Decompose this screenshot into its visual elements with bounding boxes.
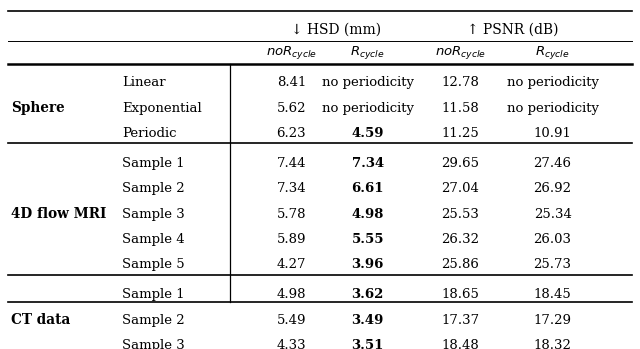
Text: 3.51: 3.51 [351,339,384,349]
Text: Sample 1: Sample 1 [122,157,185,170]
Text: 7.34: 7.34 [276,182,306,195]
Text: 25.86: 25.86 [441,259,479,272]
Text: CT data: CT data [11,313,70,327]
Text: Sample 1: Sample 1 [122,288,185,302]
Text: 4.98: 4.98 [351,208,384,221]
Text: 17.37: 17.37 [441,314,479,327]
Text: no periodicity: no periodicity [322,76,414,89]
Text: Sample 2: Sample 2 [122,314,185,327]
Text: $R_{cycle}$: $R_{cycle}$ [535,44,570,61]
Text: 4.59: 4.59 [351,127,384,140]
Text: 18.65: 18.65 [441,288,479,302]
Text: 26.92: 26.92 [534,182,572,195]
Text: Sample 4: Sample 4 [122,233,185,246]
Text: 4.98: 4.98 [276,288,306,302]
Text: Sample 2: Sample 2 [122,182,185,195]
Text: Sample 5: Sample 5 [122,259,185,272]
Text: Exponential: Exponential [122,102,202,114]
Text: Periodic: Periodic [122,127,177,140]
Text: 29.65: 29.65 [441,157,479,170]
Text: 3.96: 3.96 [351,259,384,272]
Text: $noR_{cycle}$: $noR_{cycle}$ [266,44,317,61]
Text: 18.48: 18.48 [442,339,479,349]
Text: 5.49: 5.49 [276,314,306,327]
Text: 18.32: 18.32 [534,339,572,349]
Text: 25.53: 25.53 [441,208,479,221]
Text: 5.55: 5.55 [351,233,384,246]
Text: 26.32: 26.32 [441,233,479,246]
Text: ↑ PSNR (dB): ↑ PSNR (dB) [467,23,559,37]
Text: ↓ HSD (mm): ↓ HSD (mm) [291,23,381,37]
Text: 7.44: 7.44 [276,157,306,170]
Text: 12.78: 12.78 [441,76,479,89]
Text: 3.49: 3.49 [351,314,384,327]
Text: 5.62: 5.62 [276,102,306,114]
Text: 10.91: 10.91 [534,127,572,140]
Text: 27.46: 27.46 [534,157,572,170]
Text: 11.58: 11.58 [442,102,479,114]
Text: 11.25: 11.25 [442,127,479,140]
Text: $R_{cycle}$: $R_{cycle}$ [351,44,385,61]
Text: Sample 3: Sample 3 [122,208,185,221]
Text: 4.27: 4.27 [276,259,306,272]
Text: 18.45: 18.45 [534,288,572,302]
Text: 3.62: 3.62 [351,288,384,302]
Text: 4D flow MRI: 4D flow MRI [11,207,106,221]
Text: 6.61: 6.61 [351,182,384,195]
Text: 8.41: 8.41 [276,76,306,89]
Text: 25.34: 25.34 [534,208,572,221]
Text: no periodicity: no periodicity [322,102,414,114]
Text: 5.89: 5.89 [276,233,306,246]
Text: no periodicity: no periodicity [507,102,598,114]
Text: 4.33: 4.33 [276,339,306,349]
Text: 5.78: 5.78 [276,208,306,221]
Text: 17.29: 17.29 [534,314,572,327]
Text: Linear: Linear [122,76,166,89]
Text: Sample 3: Sample 3 [122,339,185,349]
Text: Sphere: Sphere [11,101,65,115]
Text: $noR_{cycle}$: $noR_{cycle}$ [435,44,486,61]
Text: no periodicity: no periodicity [507,76,598,89]
Text: 6.23: 6.23 [276,127,306,140]
Text: 26.03: 26.03 [534,233,572,246]
Text: 7.34: 7.34 [351,157,384,170]
Text: 25.73: 25.73 [534,259,572,272]
Text: 27.04: 27.04 [441,182,479,195]
